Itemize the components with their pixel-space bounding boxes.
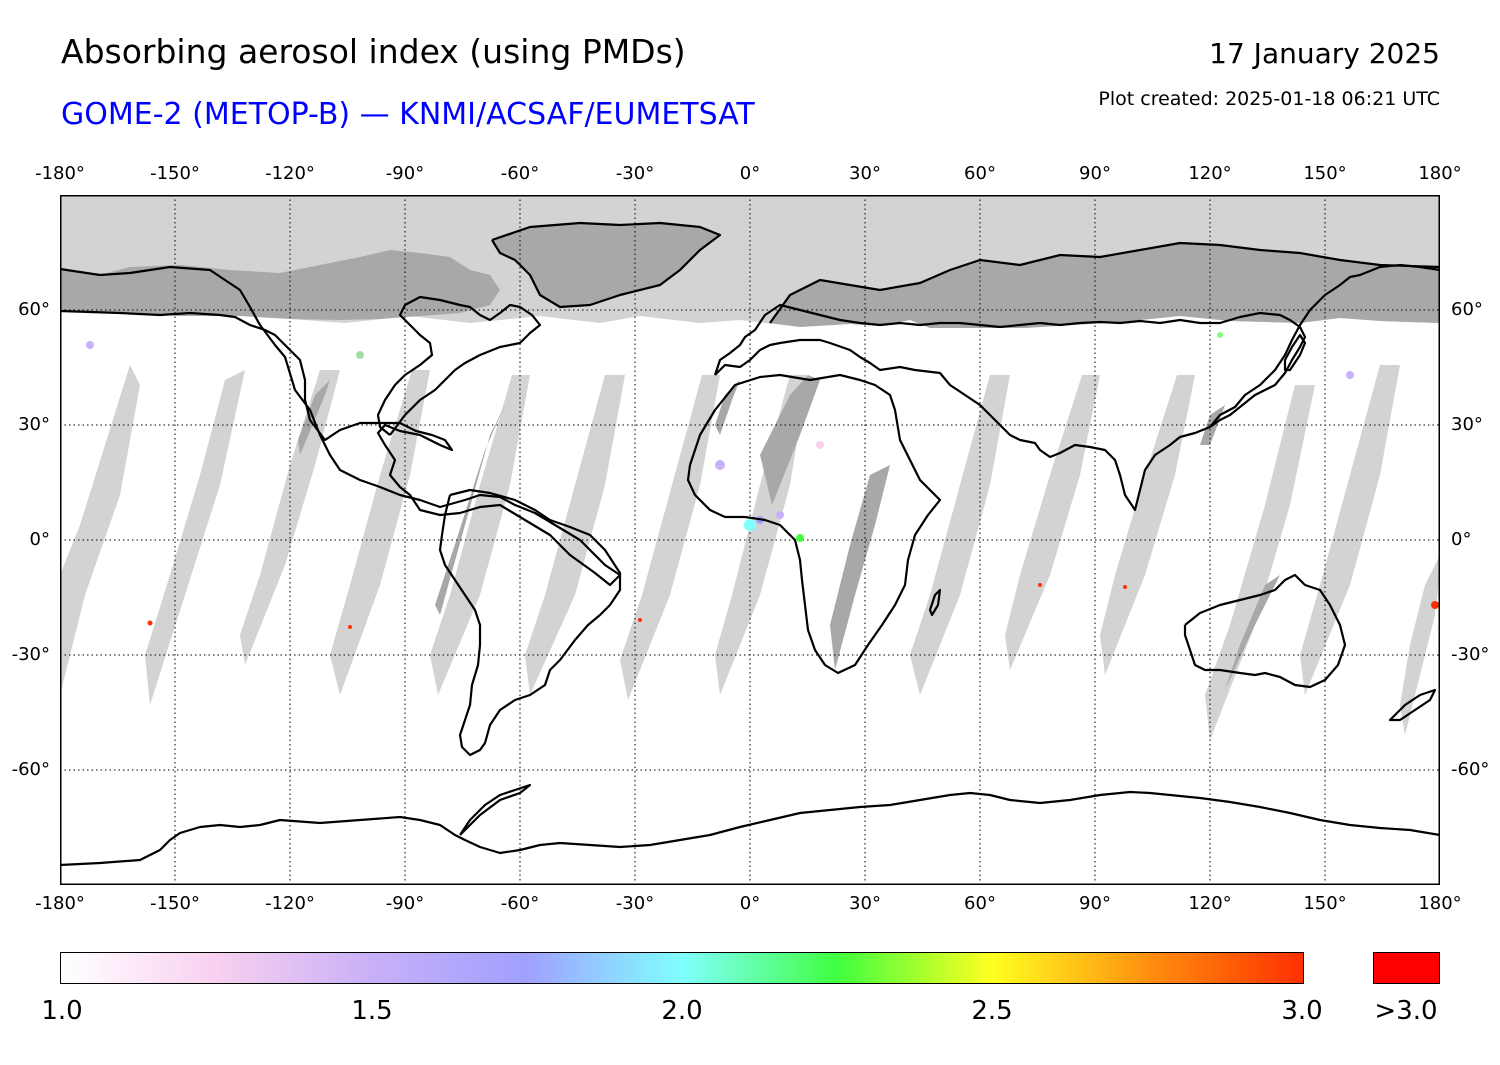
lon-label: -30° bbox=[615, 893, 655, 914]
map-date: 17 January 2025 bbox=[1209, 37, 1440, 70]
lon-label: -180° bbox=[35, 163, 85, 184]
colorbar-tick-label: 2.5 bbox=[971, 996, 1013, 1026]
lat-label: 60° bbox=[18, 299, 50, 320]
lon-label: 150° bbox=[1303, 893, 1347, 914]
lon-label: 0° bbox=[739, 163, 761, 184]
lon-label: -90° bbox=[385, 163, 425, 184]
lat-label: 30° bbox=[18, 414, 50, 435]
graticule bbox=[60, 195, 1440, 885]
europe-coast bbox=[713, 303, 1307, 512]
antarctic-peninsula bbox=[459, 783, 532, 836]
eurasia-arctic-shadow bbox=[770, 243, 1440, 328]
colorbar-overflow-label: >3.0 bbox=[1374, 996, 1438, 1026]
greenland-coast bbox=[491, 221, 722, 309]
colorbar-overflow-swatch bbox=[1373, 952, 1440, 984]
lon-label: -90° bbox=[385, 893, 425, 914]
asia-coast bbox=[1209, 263, 1440, 428]
lon-label: -120° bbox=[265, 893, 315, 914]
lon-label: 180° bbox=[1418, 163, 1462, 184]
lat-label: 60° bbox=[1451, 299, 1483, 320]
lon-label: -120° bbox=[265, 163, 315, 184]
lat-label: 0° bbox=[29, 529, 50, 550]
lat-label: 0° bbox=[1451, 529, 1472, 550]
lon-label: 90° bbox=[1079, 163, 1111, 184]
map-title: Absorbing aerosol index (using PMDs) bbox=[61, 32, 686, 71]
lon-label: 180° bbox=[1418, 893, 1462, 914]
lon-label: 90° bbox=[1079, 893, 1111, 914]
lon-label: 30° bbox=[849, 163, 881, 184]
lon-label: -60° bbox=[500, 893, 540, 914]
map-subtitle: GOME-2 (METOP-B) — KNMI/ACSAF/EUMETSAT bbox=[61, 97, 755, 132]
plot-created: Plot created: 2025-01-18 06:21 UTC bbox=[1098, 88, 1440, 110]
colorbar-tick-label: 3.0 bbox=[1281, 996, 1323, 1026]
colorbar-tick-label: 1.0 bbox=[41, 996, 83, 1026]
coastlines bbox=[60, 221, 1440, 867]
lon-label: 60° bbox=[964, 163, 996, 184]
lat-label: -60° bbox=[1451, 759, 1490, 780]
colorbar-tick-label: 1.5 bbox=[351, 996, 393, 1026]
lon-label: -60° bbox=[500, 163, 540, 184]
map-frame bbox=[60, 195, 1440, 885]
lon-label: 150° bbox=[1303, 163, 1347, 184]
lat-label: -30° bbox=[1451, 644, 1490, 665]
lon-label: -30° bbox=[615, 163, 655, 184]
colorbar-gradient bbox=[60, 952, 1304, 984]
lon-label: -150° bbox=[150, 163, 200, 184]
japan-coast bbox=[1283, 333, 1307, 372]
lon-label: 0° bbox=[739, 893, 761, 914]
new-zealand-coast bbox=[1388, 688, 1437, 722]
lon-label: 60° bbox=[964, 893, 996, 914]
europe-arctic-coast bbox=[769, 241, 1440, 324]
world-map bbox=[60, 195, 1440, 885]
lat-label: -30° bbox=[11, 644, 50, 665]
africa-coast bbox=[686, 373, 942, 675]
south-america-coast bbox=[438, 488, 622, 757]
lon-label: 120° bbox=[1188, 163, 1232, 184]
lat-label: 30° bbox=[1451, 414, 1483, 435]
lat-label: -60° bbox=[11, 759, 50, 780]
antarctica-coast bbox=[60, 790, 1440, 867]
aerosol-specks bbox=[86, 332, 1439, 629]
lon-label: 30° bbox=[849, 893, 881, 914]
north-america-coast bbox=[60, 265, 622, 587]
madagascar-coast bbox=[928, 588, 942, 617]
lon-label: -150° bbox=[150, 893, 200, 914]
east-coast-north-america bbox=[376, 295, 542, 436]
colorbar-tick-label: 2.0 bbox=[661, 996, 703, 1026]
greenland-shadow bbox=[492, 223, 720, 307]
orbit-gaps bbox=[60, 365, 1440, 740]
lon-label: 120° bbox=[1188, 893, 1232, 914]
lon-label: -180° bbox=[35, 893, 85, 914]
australia-coast bbox=[1183, 573, 1347, 689]
